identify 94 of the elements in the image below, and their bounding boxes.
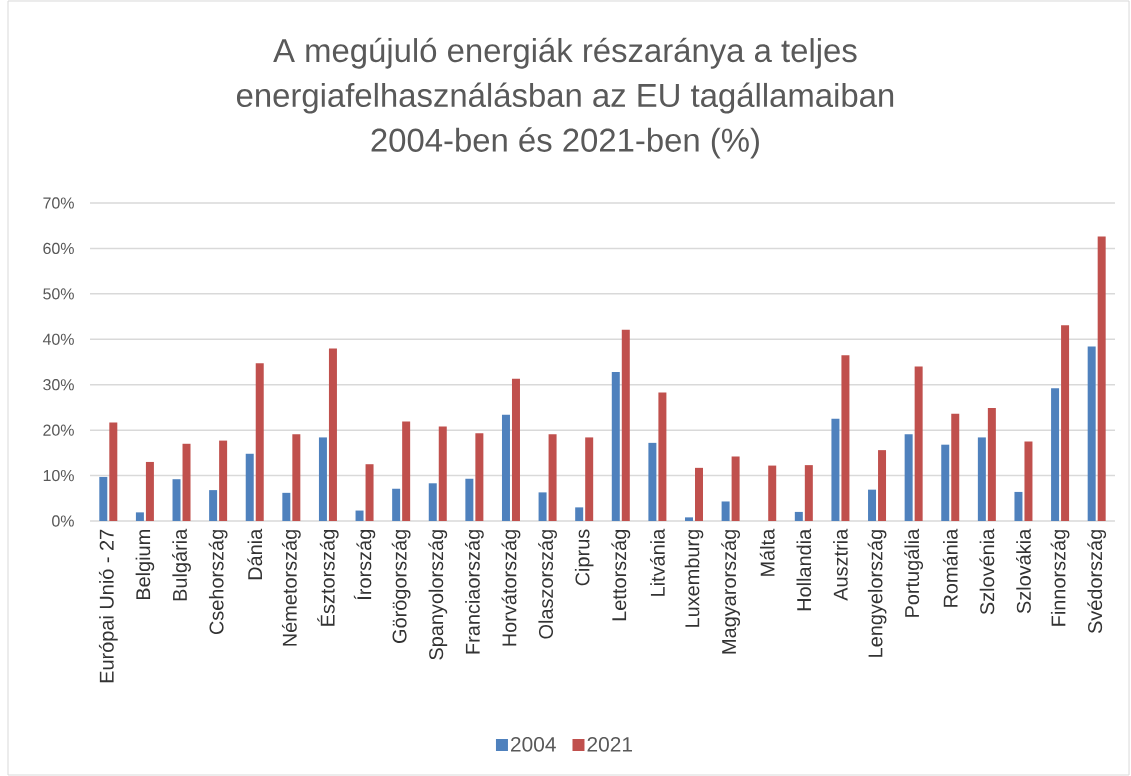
- bar: [695, 467, 703, 521]
- bar: [768, 465, 777, 521]
- x-tick-label: Görögország: [391, 530, 411, 643]
- x-tick-label: Ciprus: [574, 529, 594, 586]
- bar: [511, 378, 520, 521]
- y-tick-label: 30%: [43, 379, 74, 391]
- bar: [109, 422, 118, 521]
- bar: [172, 479, 181, 521]
- bar: [1087, 346, 1096, 521]
- bar: [219, 440, 228, 521]
- x-tick-label: Románia: [942, 528, 958, 607]
- bar: [1061, 325, 1070, 521]
- x-tick-label: Luxemburg: [684, 530, 704, 627]
- bar: [611, 372, 620, 521]
- x-tick-label: Szlovákia: [1016, 528, 1031, 614]
- y-tick-label: 50%: [43, 288, 74, 300]
- x-tick-label: Bulgária: [172, 528, 191, 601]
- x-tick-label: Csehország: [208, 530, 228, 635]
- x-tick-label: Portugália: [904, 528, 924, 617]
- bar: [951, 413, 960, 521]
- bar: [365, 464, 374, 521]
- bar: [721, 501, 730, 521]
- x-tick-label: Finnország: [1050, 530, 1070, 626]
- bar: [804, 465, 813, 521]
- x-tick-label: Ausztria: [833, 528, 848, 601]
- bar: [538, 492, 547, 521]
- bar: [1024, 441, 1033, 521]
- bar: [941, 444, 950, 521]
- x-tick-label: Svédország: [1087, 530, 1107, 634]
- bar: [145, 461, 154, 521]
- bar: [392, 488, 401, 521]
- x-tick-label: Hollandia: [796, 528, 812, 611]
- legend-label: 2004: [511, 736, 556, 752]
- bar: [575, 507, 584, 521]
- bar: [182, 443, 191, 521]
- bar: [99, 476, 108, 521]
- y-tick-label: 20%: [43, 424, 74, 436]
- bar: [685, 517, 693, 521]
- bar: [977, 437, 986, 521]
- bar: [135, 512, 144, 521]
- bar: [501, 414, 510, 521]
- x-tick-label: Lengyelország: [867, 530, 887, 657]
- x-tick-label: Szlovénia: [979, 528, 995, 615]
- x-tick-label: Észtország: [317, 530, 339, 626]
- y-tick-label: 70%: [43, 197, 74, 209]
- bar: [831, 418, 840, 521]
- y-tick-label: 40%: [42, 333, 74, 345]
- y-tick-label: 0%: [52, 515, 74, 527]
- bar: [255, 363, 264, 521]
- x-tick-label: Spanyolország: [428, 530, 448, 660]
- bar: [282, 492, 291, 521]
- y-tick-label: 60%: [43, 242, 74, 255]
- x-tick-label: Málta: [759, 528, 775, 576]
- bar: [292, 434, 301, 521]
- chart-title: A megújuló energiák részaránya a teljes energiafelhasználásban az EU tagállamaiban 2004-ben és 2021-ben (%): [236, 37, 894, 159]
- bar: [465, 478, 474, 521]
- legend-label: 2021: [587, 736, 632, 752]
- bar: [904, 434, 913, 521]
- bar: [209, 490, 218, 521]
- x-tick-label: Olaszország: [538, 530, 557, 639]
- bar: [868, 489, 877, 521]
- bar: [318, 437, 327, 521]
- bar: [245, 453, 254, 521]
- x-tick-label: Magyarország: [721, 530, 741, 654]
- bar: [731, 456, 740, 521]
- bar: [328, 348, 337, 521]
- y-tick-label: 10%: [43, 469, 74, 482]
- bar: [438, 426, 447, 521]
- x-tick-label: Lettország: [611, 530, 631, 621]
- bar: [621, 329, 630, 521]
- bar: [914, 366, 923, 521]
- bar: [658, 392, 667, 521]
- x-tick-label: Európai Unió - 27: [98, 529, 118, 683]
- bar: [355, 510, 364, 521]
- x-tick-label: Németország: [281, 530, 301, 646]
- bar: [1014, 491, 1023, 521]
- x-tick-label: Franciaország: [464, 530, 484, 654]
- x-tick-label: Litvánia: [649, 528, 665, 596]
- bar: [548, 434, 557, 521]
- x-tick-label: Horvátország: [501, 530, 521, 646]
- bar: [987, 407, 996, 521]
- bar: [585, 437, 594, 521]
- bar: [648, 442, 657, 521]
- bar: [402, 421, 411, 521]
- x-tick-label: Írország: [353, 530, 376, 600]
- x-tick-label: Dánia: [247, 528, 263, 580]
- bar: [794, 511, 803, 521]
- bar: [428, 483, 437, 521]
- bar: [841, 355, 850, 521]
- bar: [475, 433, 484, 521]
- bar: [1051, 388, 1060, 521]
- x-tick-label: Belgium: [135, 530, 155, 600]
- bar: [1097, 236, 1106, 521]
- bar: [878, 450, 887, 521]
